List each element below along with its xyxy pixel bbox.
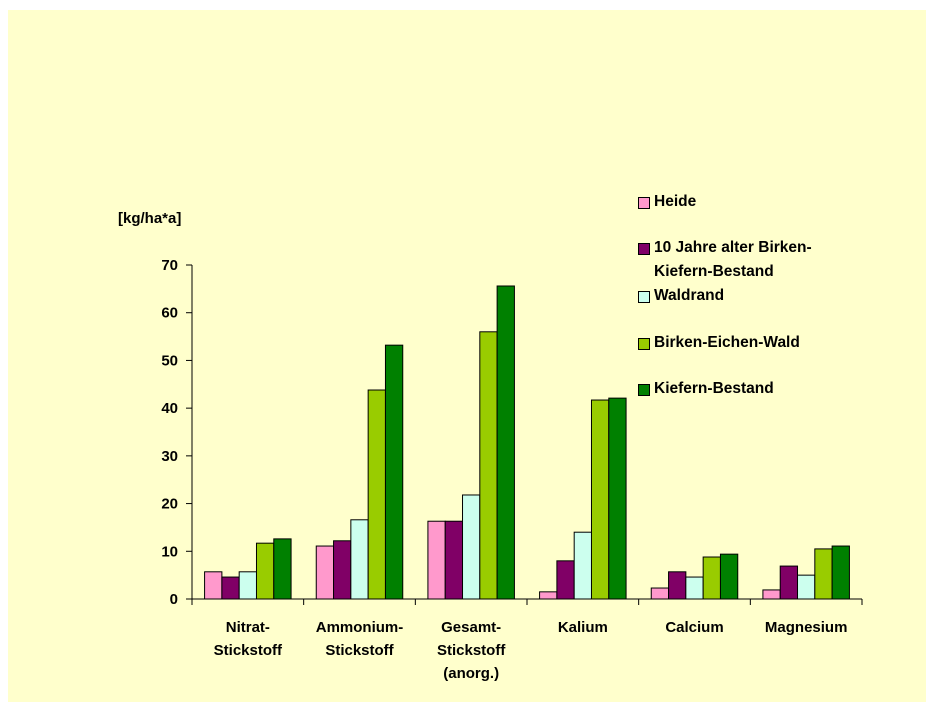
legend-entry: 10 Jahre alter Birken-Kiefern-Bestand xyxy=(638,236,859,284)
bar xyxy=(702,556,721,600)
x-tick-label: Nitrat- xyxy=(226,619,270,636)
legend-swatch xyxy=(638,197,650,209)
y-tick-label: 0 xyxy=(170,591,178,608)
bar xyxy=(255,542,275,600)
bar xyxy=(479,331,498,600)
bar xyxy=(238,571,257,600)
x-tick-label: Calcium xyxy=(665,619,723,636)
legend-swatch xyxy=(638,243,650,255)
bar xyxy=(384,344,404,600)
bar xyxy=(556,560,575,600)
bar xyxy=(315,545,335,600)
legend-label: Heide xyxy=(654,193,697,210)
bar xyxy=(273,538,292,600)
bar xyxy=(831,545,850,600)
bar xyxy=(650,587,670,600)
x-tick-label: Stickstoff xyxy=(437,642,506,659)
bar xyxy=(221,576,240,600)
legend-swatch xyxy=(638,291,650,303)
y-axis-label: [kg/ha*a] xyxy=(118,210,181,227)
x-tick-label: Magnesium xyxy=(765,619,848,636)
bar xyxy=(204,571,223,600)
y-tick-label: 20 xyxy=(161,496,178,513)
legend-entry: Waldrand xyxy=(638,284,859,308)
x-tick-label: Stickstoff xyxy=(325,642,394,659)
y-tick-label: 10 xyxy=(161,543,178,560)
bar xyxy=(427,520,446,600)
bar xyxy=(814,548,833,600)
bar xyxy=(573,531,592,600)
bar xyxy=(496,285,515,600)
x-tick-label: Gesamt- xyxy=(441,619,501,636)
bar xyxy=(685,576,704,600)
x-tick-label: Ammonium- xyxy=(316,619,404,636)
legend-label: Kiefern-Bestand xyxy=(654,380,774,397)
bar xyxy=(539,591,558,600)
legend-label: Birken-Eichen-Wald xyxy=(654,334,800,351)
bar xyxy=(367,389,386,600)
y-tick-label: 40 xyxy=(161,400,178,417)
bar xyxy=(779,565,799,600)
bar xyxy=(797,574,816,600)
x-tick-label: (anorg.) xyxy=(443,665,499,682)
legend-entry: Heide xyxy=(638,190,859,214)
bar xyxy=(350,519,369,600)
legend-label: Waldrand xyxy=(654,287,725,304)
legend-label: 10 Jahre alter Birken-Kiefern-Bestand xyxy=(654,239,812,280)
bar xyxy=(762,589,781,600)
y-tick-label: 50 xyxy=(161,352,178,369)
y-tick-label: 60 xyxy=(161,305,178,322)
bar xyxy=(333,540,352,600)
bar xyxy=(462,494,481,600)
legend-swatch xyxy=(638,384,650,396)
bar xyxy=(444,520,464,600)
bar xyxy=(590,399,610,600)
bar xyxy=(668,571,687,600)
legend-entry: Birken-Eichen-Wald xyxy=(638,331,859,355)
y-tick-label: 30 xyxy=(161,448,178,465)
y-tick-label: 70 xyxy=(161,257,178,274)
legend-entry: Kiefern-Bestand xyxy=(638,377,859,401)
x-tick-label: Stickstoff xyxy=(214,642,283,659)
x-tick-label: Kalium xyxy=(558,619,608,636)
legend-swatch xyxy=(638,338,650,350)
bar xyxy=(608,397,627,600)
bar xyxy=(719,553,739,600)
